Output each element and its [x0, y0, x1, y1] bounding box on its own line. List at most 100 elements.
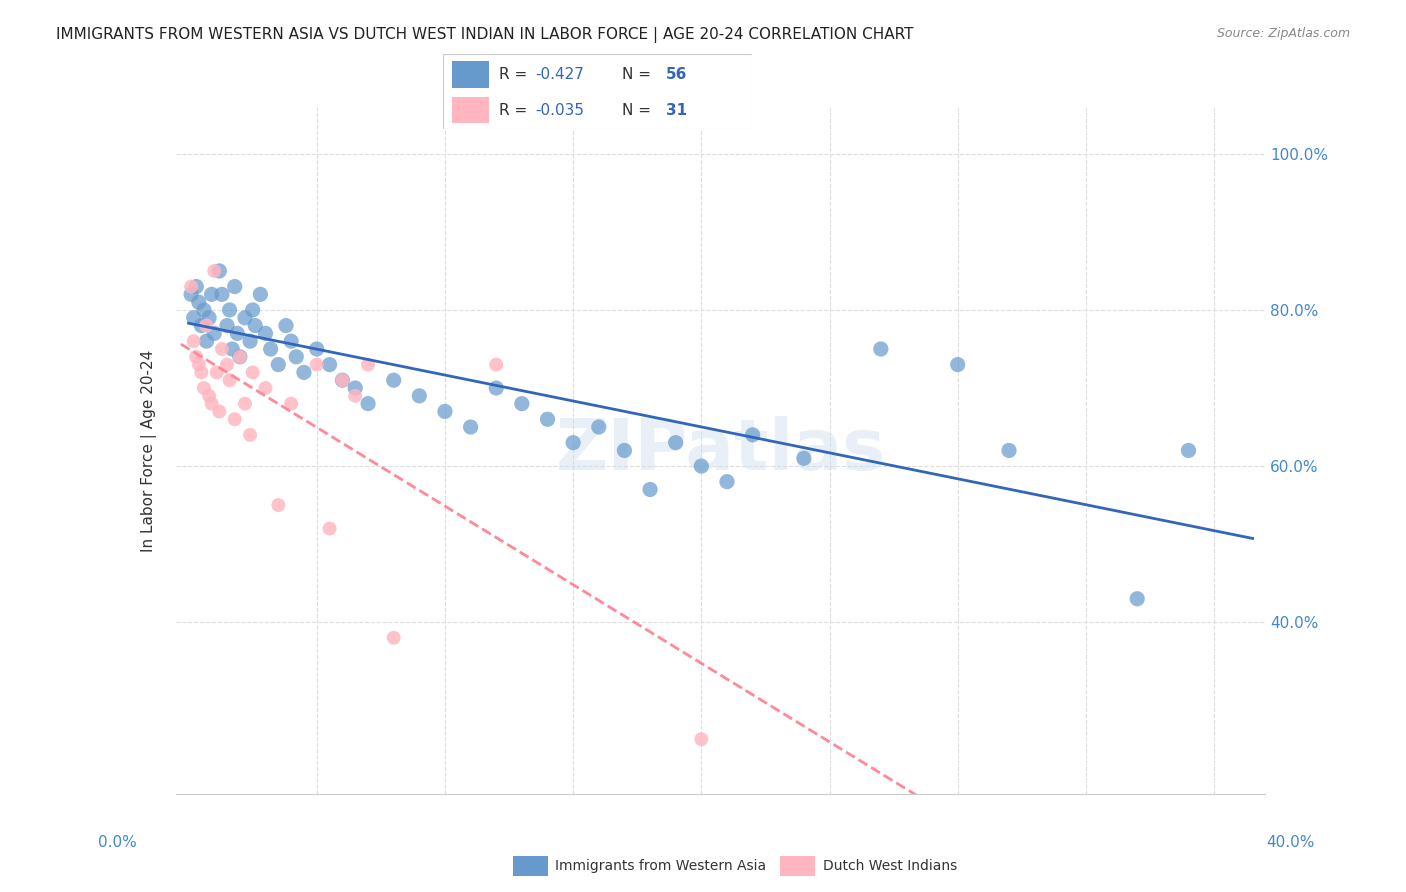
Bar [453, 96, 489, 123]
Point [215, 318, 238, 333]
Point [332, 373, 354, 387]
Point [193, 302, 215, 317]
Point [332, 373, 354, 387]
Point [208, 404, 231, 418]
Point [183, 334, 205, 348]
Point [201, 396, 224, 410]
Text: -0.035: -0.035 [536, 103, 585, 118]
Point [198, 310, 221, 325]
Point [224, 412, 246, 426]
Text: N =: N = [623, 103, 657, 118]
Point [433, 404, 456, 418]
Point [190, 366, 212, 380]
Point [1177, 443, 1199, 458]
Text: Dutch West Indians: Dutch West Indians [823, 859, 956, 873]
Point [613, 443, 636, 458]
Point [357, 358, 380, 372]
Point [357, 396, 380, 410]
Text: 40.0%: 40.0% [1267, 836, 1315, 850]
Point [318, 358, 340, 372]
Text: Immigrants from Western Asia: Immigrants from Western Asia [555, 859, 766, 873]
Point [267, 498, 290, 512]
Point [741, 427, 763, 442]
Point [665, 435, 688, 450]
Text: 0.0%: 0.0% [98, 836, 138, 850]
Point [186, 279, 208, 293]
Point [186, 350, 208, 364]
Point [946, 358, 969, 372]
Point [205, 366, 228, 380]
Point [224, 279, 246, 293]
Point [187, 295, 209, 310]
Point [510, 396, 533, 410]
Point [1126, 591, 1149, 606]
Point [869, 342, 891, 356]
Text: R =: R = [499, 103, 531, 118]
Point [190, 318, 212, 333]
Point [202, 326, 225, 341]
Text: Source: ZipAtlas.com: Source: ZipAtlas.com [1216, 27, 1350, 40]
Text: N =: N = [623, 67, 657, 82]
Text: R =: R = [499, 67, 531, 82]
Point [716, 475, 738, 489]
Point [259, 342, 281, 356]
Point [202, 264, 225, 278]
FancyBboxPatch shape [443, 54, 752, 129]
Point [638, 483, 661, 497]
Point [690, 459, 713, 474]
Point [218, 373, 240, 387]
Point [280, 396, 302, 410]
Point [254, 326, 277, 341]
Point [233, 396, 256, 410]
Point [562, 435, 585, 450]
Point [382, 631, 405, 645]
Point [305, 342, 328, 356]
Point [998, 443, 1021, 458]
Text: -0.427: -0.427 [536, 67, 585, 82]
Point [239, 427, 262, 442]
Point [195, 318, 218, 333]
Point [229, 350, 252, 364]
Point [344, 389, 367, 403]
Point [226, 326, 249, 341]
Point [201, 287, 224, 301]
Point [285, 350, 308, 364]
Text: 31: 31 [665, 103, 686, 118]
Point [187, 358, 209, 372]
Point [242, 366, 264, 380]
Point [211, 287, 233, 301]
Bar [453, 62, 489, 87]
Point [254, 381, 277, 395]
Point [408, 389, 430, 403]
Text: 56: 56 [665, 67, 688, 82]
Point [318, 521, 340, 535]
Point [344, 381, 367, 395]
Point [221, 342, 243, 356]
Point [305, 358, 328, 372]
Point [249, 287, 271, 301]
Point [242, 302, 264, 317]
Point [793, 451, 815, 466]
Point [460, 420, 482, 434]
Point [280, 334, 302, 348]
Point [690, 732, 713, 747]
Point [382, 373, 405, 387]
Point [292, 366, 315, 380]
Point [193, 381, 215, 395]
Point [180, 279, 202, 293]
Point [485, 358, 508, 372]
Point [215, 358, 238, 372]
Point [229, 350, 252, 364]
Point [198, 389, 221, 403]
Point [588, 420, 610, 434]
Text: ZIPatlas: ZIPatlas [555, 416, 886, 485]
Point [485, 381, 508, 395]
Point [267, 358, 290, 372]
Point [536, 412, 558, 426]
Point [208, 264, 231, 278]
Point [239, 334, 262, 348]
Point [274, 318, 297, 333]
Point [245, 318, 267, 333]
Point [183, 310, 205, 325]
Point [195, 334, 218, 348]
